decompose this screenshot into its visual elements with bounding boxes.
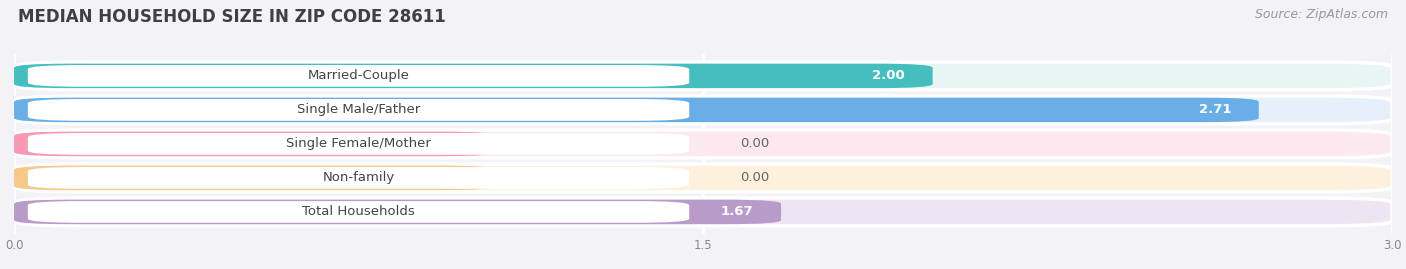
FancyBboxPatch shape — [14, 164, 1392, 192]
FancyBboxPatch shape — [14, 62, 1392, 90]
FancyBboxPatch shape — [14, 132, 496, 156]
Text: Single Male/Father: Single Male/Father — [297, 103, 420, 116]
Text: 0.00: 0.00 — [740, 171, 769, 185]
Text: 2.71: 2.71 — [1199, 103, 1232, 116]
Text: 0.00: 0.00 — [740, 137, 769, 150]
FancyBboxPatch shape — [14, 200, 782, 224]
FancyBboxPatch shape — [14, 98, 1258, 122]
FancyBboxPatch shape — [14, 64, 932, 88]
FancyBboxPatch shape — [14, 130, 1392, 158]
FancyBboxPatch shape — [14, 166, 496, 190]
Text: 1.67: 1.67 — [721, 206, 754, 218]
Text: Non-family: Non-family — [322, 171, 395, 185]
FancyBboxPatch shape — [28, 99, 689, 121]
Text: Source: ZipAtlas.com: Source: ZipAtlas.com — [1254, 8, 1388, 21]
Text: Single Female/Mother: Single Female/Mother — [285, 137, 432, 150]
Text: 2.00: 2.00 — [872, 69, 905, 82]
FancyBboxPatch shape — [28, 133, 689, 155]
Text: Total Households: Total Households — [302, 206, 415, 218]
FancyBboxPatch shape — [28, 201, 689, 223]
FancyBboxPatch shape — [14, 198, 1392, 226]
FancyBboxPatch shape — [28, 167, 689, 189]
FancyBboxPatch shape — [14, 96, 1392, 124]
Text: MEDIAN HOUSEHOLD SIZE IN ZIP CODE 28611: MEDIAN HOUSEHOLD SIZE IN ZIP CODE 28611 — [18, 8, 446, 26]
Text: Married-Couple: Married-Couple — [308, 69, 409, 82]
FancyBboxPatch shape — [28, 65, 689, 87]
